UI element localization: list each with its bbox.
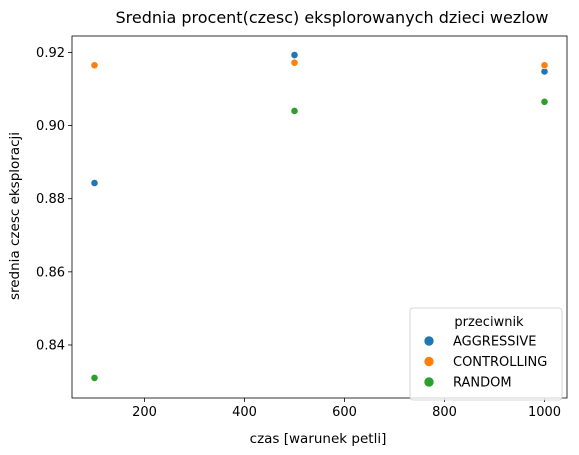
x-axis-label: czas [warunek petli] [250, 431, 387, 447]
point-controlling [290, 58, 299, 67]
legend-label: RANDOM [453, 376, 512, 391]
axis-ticks: 200 400 600 800 1000 0.84 0.86 0.88 0.90 0.92 [36, 46, 561, 420]
point-aggressive [90, 179, 99, 187]
legend-label: CONTROLLING [453, 355, 547, 370]
plot-area-frame [71, 35, 568, 399]
x-tick-label: 600 [332, 405, 357, 420]
legend-entry-random: RANDOM [423, 376, 512, 391]
legend-box [409, 307, 563, 401]
point-controlling [90, 61, 99, 70]
y-tick-label: 0.86 [36, 265, 65, 280]
point-controlling [540, 61, 549, 70]
y-tick-label: 0.92 [36, 46, 65, 61]
y-tick-label: 0.84 [36, 338, 65, 353]
legend: przeciwnik AGGRESSIVE CONTROLLING RANDOM [409, 307, 563, 401]
y-tick-label: 0.90 [36, 119, 65, 134]
point-random [90, 373, 99, 382]
x-tick-label: 400 [232, 405, 257, 420]
legend-marker [423, 376, 435, 388]
legend-title: przeciwnik [454, 315, 524, 330]
x-tick-label: 800 [432, 405, 457, 420]
legend-entry-aggressive: AGGRESSIVE [423, 335, 537, 350]
y-axis-label: srednia czesc eksploracji [7, 132, 23, 300]
point-random [290, 107, 299, 115]
chart-title: Srednia procent(czesc) eksplorowanych dz… [115, 8, 548, 27]
y-tick-label: 0.88 [36, 192, 65, 207]
point-random [540, 97, 549, 106]
legend-marker [423, 356, 435, 367]
x-tick-label: 200 [132, 405, 157, 420]
data-points [90, 51, 549, 382]
legend-entry-controlling: CONTROLLING [423, 355, 547, 370]
x-tick-label: 1000 [528, 405, 561, 420]
point-aggressive [290, 51, 299, 59]
legend-label: AGGRESSIVE [453, 335, 537, 350]
legend-marker [423, 335, 435, 347]
legend-entries: AGGRESSIVE CONTROLLING RANDOM [423, 335, 547, 391]
